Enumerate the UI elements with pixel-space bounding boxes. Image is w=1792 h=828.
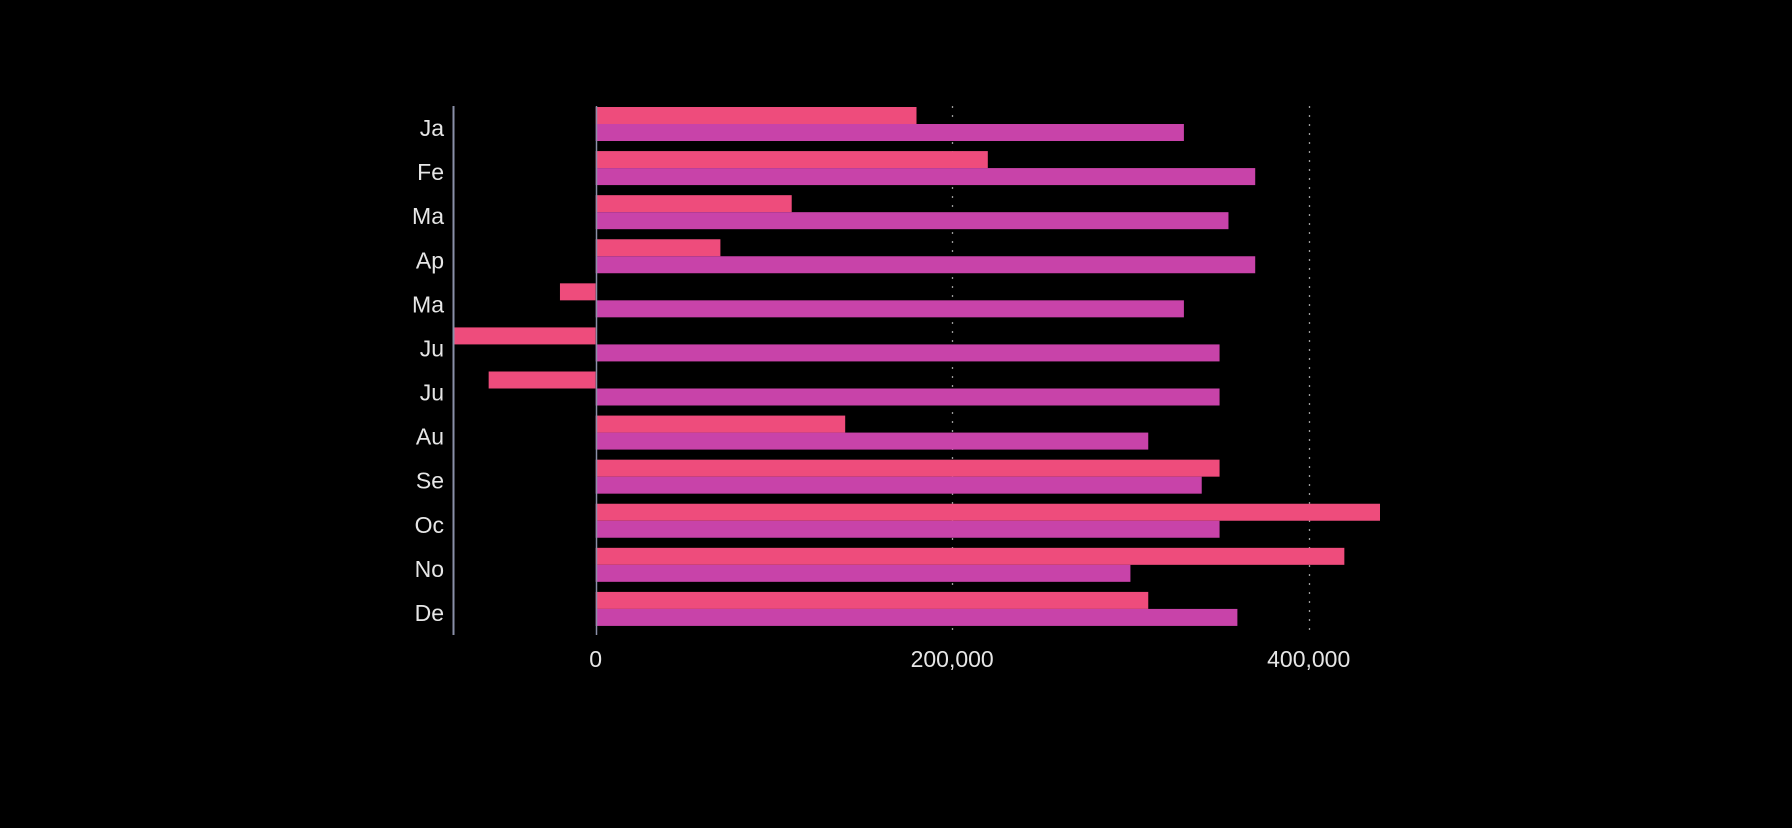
bar-series1-6 xyxy=(488,371,596,389)
bar-series2-1 xyxy=(595,168,1256,186)
category-label-9: Oc xyxy=(415,512,444,538)
bar-series2-9 xyxy=(595,520,1220,538)
category-label-6: Ju xyxy=(420,380,444,406)
bar-series1-9 xyxy=(595,503,1380,521)
bar-series2-7 xyxy=(595,432,1149,450)
axes xyxy=(452,106,598,635)
category-label-3: Ap xyxy=(416,247,444,273)
category-label-2: Ma xyxy=(412,203,444,229)
labels: Ja Fe Ma Ap Ma Ju Ju Au Se Oc No De 0 200,000 400,000 xyxy=(412,115,1350,672)
bar-series1-11 xyxy=(595,591,1149,609)
bar-series1-7 xyxy=(595,415,846,433)
bar-series2-5 xyxy=(595,344,1220,362)
category-label-11: De xyxy=(415,600,444,626)
category-label-8: Se xyxy=(416,468,444,494)
bar-series1-4 xyxy=(559,283,596,301)
bar-series2-11 xyxy=(595,608,1238,626)
bars xyxy=(453,107,1380,626)
bar-series2-2 xyxy=(595,212,1229,230)
x-tick-label-1: 200,000 xyxy=(911,646,994,672)
bar-series2-0 xyxy=(595,124,1184,141)
bar-series2-10 xyxy=(595,564,1131,582)
bar-series1-1 xyxy=(595,151,988,169)
bar-series2-3 xyxy=(595,256,1256,274)
bar-series2-8 xyxy=(595,476,1202,494)
category-label-0: Ja xyxy=(420,115,445,141)
bar-series1-8 xyxy=(595,459,1220,477)
category-label-4: Ma xyxy=(412,291,444,317)
category-label-1: Fe xyxy=(417,159,444,185)
bar-series1-2 xyxy=(595,195,792,213)
bar-series1-5 xyxy=(453,327,596,345)
bar-series1-0 xyxy=(595,107,917,124)
category-label-10: No xyxy=(415,556,444,582)
x-tick-label-0: 0 xyxy=(589,646,602,672)
bar-series1-10 xyxy=(595,547,1345,565)
bar-series2-4 xyxy=(595,300,1184,318)
category-label-7: Au xyxy=(416,424,444,450)
bar-series2-6 xyxy=(595,388,1220,406)
x-tick-label-2: 400,000 xyxy=(1267,646,1350,672)
category-label-5: Ju xyxy=(420,335,444,361)
bar-series1-3 xyxy=(595,239,721,257)
